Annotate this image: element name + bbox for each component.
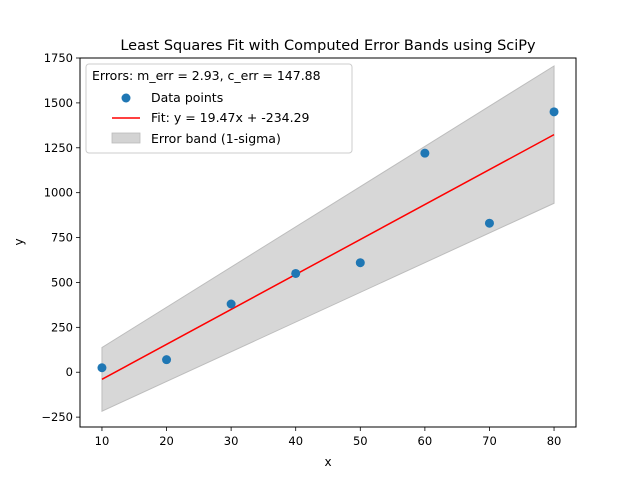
y-tick-label: 500 bbox=[51, 275, 73, 289]
x-tick-label: 10 bbox=[95, 434, 110, 448]
error-band bbox=[101, 65, 555, 412]
x-tick-label: 50 bbox=[353, 434, 368, 448]
data-point bbox=[97, 363, 107, 373]
y-tick-label: 1000 bbox=[44, 186, 73, 200]
x-tick-label: 40 bbox=[288, 434, 303, 448]
data-point bbox=[549, 107, 559, 117]
y-tick-label: 1500 bbox=[44, 96, 73, 110]
fit-line bbox=[101, 133, 555, 381]
x-tick-label: 70 bbox=[482, 434, 497, 448]
y-axis-label: y bbox=[12, 238, 26, 245]
x-tick-label: 30 bbox=[224, 434, 239, 448]
y-tick-label: 0 bbox=[66, 365, 73, 379]
legend: Errors: m_err = 2.93, c_err = 147.88 Dat… bbox=[85, 63, 353, 154]
y-axis-ticks: −250 0 250 500 750 1000 1250 1500 1750 bbox=[41, 51, 80, 424]
x-tick-label: 20 bbox=[159, 434, 174, 448]
x-tick-label: 80 bbox=[547, 434, 562, 448]
y-tick-label: 1750 bbox=[44, 51, 73, 65]
legend-label-band: Error band (1-sigma) bbox=[151, 131, 281, 146]
y-tick-label: 750 bbox=[51, 231, 73, 245]
y-tick-label: −250 bbox=[41, 410, 73, 424]
legend-box bbox=[85, 63, 353, 154]
plot-frame bbox=[79, 57, 577, 428]
data-point bbox=[355, 258, 365, 268]
data-point bbox=[226, 299, 236, 309]
data-point bbox=[484, 218, 494, 228]
data-point bbox=[162, 355, 172, 365]
legend-label-data-points: Data points bbox=[151, 90, 223, 105]
error-band-layer bbox=[101, 65, 555, 412]
legend-marker-data-points bbox=[121, 93, 131, 103]
legend-marker-band bbox=[111, 132, 141, 144]
x-tick-label: 60 bbox=[418, 434, 433, 448]
legend-title: Errors: m_err = 2.93, c_err = 147.88 bbox=[92, 68, 321, 83]
chart-title: Least Squares Fit with Computed Error Ba… bbox=[120, 38, 536, 54]
fit-line-layer bbox=[101, 133, 555, 381]
data-point bbox=[291, 268, 301, 278]
legend-label-fit: Fit: y = 19.47x + -234.29 bbox=[151, 110, 310, 125]
x-axis-label: x bbox=[324, 455, 331, 469]
y-tick-label: 250 bbox=[51, 320, 73, 334]
y-tick-label: 1250 bbox=[44, 141, 73, 155]
data-point bbox=[420, 148, 430, 158]
data-points-layer bbox=[97, 107, 559, 373]
x-axis-ticks: 10 20 30 40 50 60 70 80 bbox=[95, 427, 562, 448]
